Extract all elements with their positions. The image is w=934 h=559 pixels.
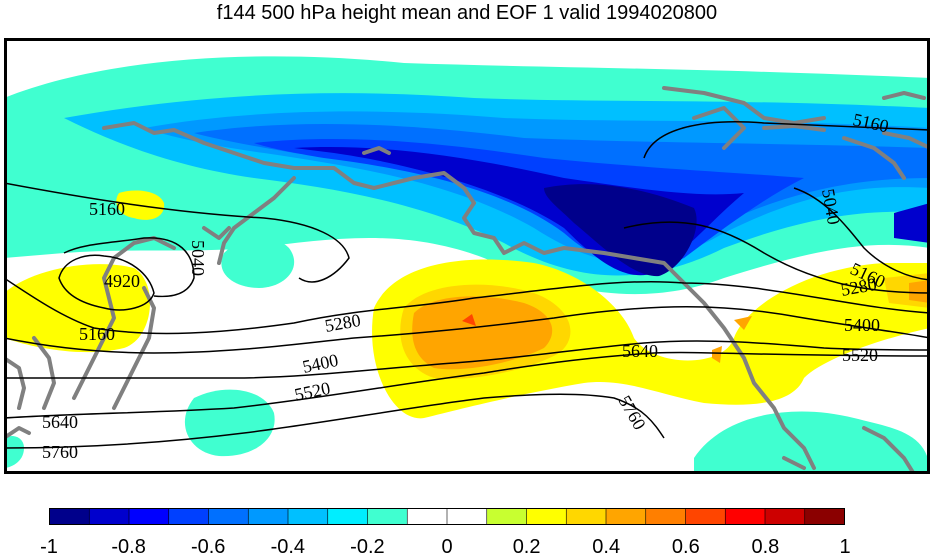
colorbar-tick-label: -0.4 (270, 536, 306, 558)
colorbar-swatch (446, 508, 488, 525)
colorbar-swatch (645, 508, 687, 525)
colorbar-swatch (88, 508, 130, 525)
colorbar-tick-label: -0.8 (111, 536, 146, 558)
colorbar-swatch (685, 508, 726, 525)
colorbar-tick-label: -0.2 (350, 536, 385, 558)
contour-label: 5280 (323, 310, 362, 336)
colorbar-swatch (406, 508, 448, 525)
contour-label: 5520 (293, 378, 332, 405)
contour-label: 5760 (42, 442, 78, 462)
contour-label: 5160 (89, 199, 125, 219)
positive-anomaly-shading (4, 190, 930, 419)
colorbar-swatch (247, 508, 289, 525)
chart-title: f144 500 hPa height mean and EOF 1 valid… (216, 2, 718, 24)
colorbar-swatch (367, 508, 408, 525)
colorbar-tick-label: 0 (441, 536, 453, 558)
contour-label: 5160 (79, 324, 115, 344)
colorbar-swatch (764, 508, 806, 525)
colorbar-swatch (565, 508, 607, 525)
map-border (4, 38, 930, 474)
colorbar-swatch (724, 508, 766, 525)
contour-label: 4920 (104, 271, 140, 291)
colorbar-swatch (804, 508, 845, 525)
height-contours (4, 121, 930, 449)
contour-label: 5760 (615, 392, 650, 433)
colorbar-swatch (526, 508, 567, 525)
contour-label: 5640 (622, 341, 658, 361)
colorbar-swatch (605, 508, 647, 525)
colorbar-swatch (49, 508, 90, 525)
colorbar-tick-label: 0.2 (512, 536, 541, 558)
contour-label: 5400 (844, 315, 880, 335)
colorbar-tick-label: 0.8 (751, 536, 780, 558)
colorbar-tick-label: 0.4 (592, 536, 621, 558)
colorbar-tick-label: -0.6 (190, 536, 226, 558)
colorbar-tick-label: -1 (40, 536, 58, 558)
colorbar-swatch (327, 508, 369, 525)
colorbar-swatch (168, 508, 210, 525)
coastlines (4, 86, 930, 474)
contour-label: 5040 (188, 240, 208, 276)
colorbar-tick-label: 1 (839, 536, 851, 558)
colorbar-tick-label: 0.6 (671, 536, 700, 558)
contour-label: 5520 (842, 345, 878, 365)
colorbar (49, 508, 845, 525)
contour-label: 5640 (42, 412, 78, 432)
colorbar-swatch (128, 508, 170, 525)
colorbar-swatch (287, 508, 329, 525)
colorbar-swatch (208, 508, 249, 525)
colorbar-swatch (486, 508, 528, 525)
map-panel: 5160 5040 4920 5160 5280 5400 5520 5640 … (4, 38, 930, 474)
